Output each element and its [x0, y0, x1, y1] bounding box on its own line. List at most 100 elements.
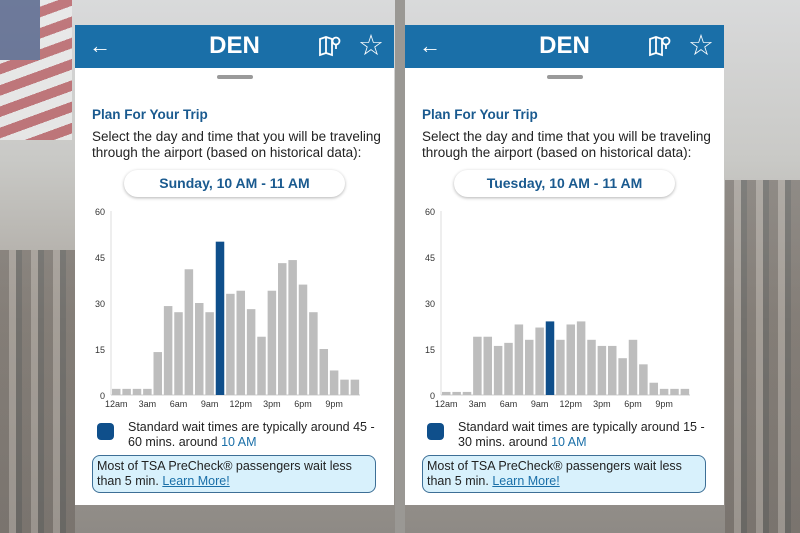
precheck-notice: Most of TSA PreCheck® passengers wait le…	[422, 455, 706, 493]
y-tick-label: 15	[425, 345, 435, 355]
bar	[576, 321, 586, 395]
bar	[659, 388, 669, 395]
bar	[246, 309, 256, 395]
y-tick-label: 0	[430, 391, 435, 401]
bar	[473, 336, 482, 395]
x-tick-label: 12am	[105, 399, 128, 409]
x-tick-label: 9am	[201, 399, 219, 409]
background-divider	[395, 0, 405, 533]
bar	[566, 324, 576, 395]
bar	[670, 388, 679, 395]
wait-time-chart: 0 15 30 45 60 12am 3am 6am 9am 12pm 3pm 6pm 9pm	[425, 207, 690, 409]
bar	[442, 391, 451, 395]
bar	[628, 339, 638, 395]
bar	[493, 345, 503, 395]
bar	[267, 290, 277, 395]
bar	[618, 358, 627, 395]
bar	[452, 391, 461, 395]
bar	[143, 388, 152, 395]
learn-more-link[interactable]: Learn More!	[492, 474, 560, 488]
bar-selected	[545, 321, 555, 395]
bar	[639, 364, 648, 395]
bar	[112, 388, 121, 395]
bar	[514, 324, 524, 395]
background-crowd	[725, 180, 800, 533]
day-time-selector[interactable]: Sunday, 10 AM - 11 AM	[124, 170, 345, 197]
description-text: Select the day and time that you will be…	[92, 129, 381, 160]
y-tick-label: 45	[95, 253, 105, 263]
bar	[122, 388, 131, 395]
bar	[525, 339, 534, 395]
bar	[556, 339, 565, 395]
bar	[597, 345, 607, 395]
bar	[680, 388, 690, 395]
description-text: Select the day and time that you will be…	[422, 129, 711, 160]
bar	[163, 306, 173, 395]
bar	[132, 388, 142, 395]
drag-handle[interactable]	[216, 75, 253, 79]
star-outline-icon[interactable]: ☆	[358, 30, 384, 62]
bar-selected	[215, 241, 225, 395]
bar	[587, 339, 596, 395]
precheck-text: Most of TSA PreCheck® passengers wait le…	[97, 459, 352, 488]
y-tick-label: 30	[425, 299, 435, 309]
wait-time-chart: 0 15 30 45 60 12am 3am 6am 9am 12pm 3pm 6pm 9pm	[95, 207, 360, 409]
map-pin-icon[interactable]	[648, 34, 672, 63]
x-tick-label: 3pm	[593, 399, 611, 409]
background-crowd	[0, 250, 75, 533]
y-tick-label: 45	[425, 253, 435, 263]
bar	[257, 336, 266, 395]
arrow-left-icon[interactable]: ←	[419, 33, 441, 58]
y-tick-label: 0	[100, 391, 105, 401]
section-title: Plan For Your Trip	[92, 107, 208, 122]
x-tick-label: 3am	[469, 399, 487, 409]
precheck-notice: Most of TSA PreCheck® passengers wait le…	[92, 455, 376, 493]
bar	[153, 352, 163, 395]
y-tick-label: 15	[95, 345, 105, 355]
legend-highlight: 10 AM	[551, 435, 587, 449]
airport-code-title: DEN	[539, 32, 590, 59]
x-tick-label: 12am	[435, 399, 458, 409]
learn-more-link[interactable]: Learn More!	[162, 474, 230, 488]
bar	[288, 260, 297, 395]
x-tick-label: 6am	[170, 399, 188, 409]
x-tick-label: 3am	[139, 399, 157, 409]
drag-handle[interactable]	[546, 75, 583, 79]
x-tick-label: 12pm	[229, 399, 252, 409]
bar	[174, 312, 183, 395]
background-flag	[0, 0, 72, 140]
bar	[608, 345, 617, 395]
bar	[205, 312, 214, 395]
bar	[340, 379, 349, 395]
x-tick-label: 3pm	[263, 399, 281, 409]
bar	[483, 336, 493, 395]
x-tick-label: 6pm	[624, 399, 642, 409]
x-tick-label: 9am	[531, 399, 549, 409]
bar	[278, 263, 287, 395]
bar	[504, 342, 513, 395]
bar	[319, 349, 329, 395]
bar	[462, 391, 472, 395]
bar	[350, 379, 360, 395]
legend-highlight: 10 AM	[221, 435, 257, 449]
arrow-left-icon[interactable]: ←	[89, 33, 111, 58]
x-tick-label: 9pm	[325, 399, 343, 409]
bar	[298, 284, 308, 395]
phone-screen: ← DEN ☆ Plan For Your Trip Select the da…	[405, 25, 724, 505]
map-pin-icon[interactable]	[318, 34, 342, 63]
star-outline-icon[interactable]: ☆	[688, 30, 714, 62]
bar	[535, 327, 544, 395]
app-header: ← DEN ☆	[405, 25, 724, 68]
bar	[226, 293, 235, 395]
bar	[184, 269, 194, 395]
legend-swatch	[97, 423, 114, 440]
x-tick-label: 12pm	[559, 399, 582, 409]
x-tick-label: 6am	[500, 399, 518, 409]
day-time-selector[interactable]: Tuesday, 10 AM - 11 AM	[454, 170, 675, 197]
bar	[309, 312, 318, 395]
bar	[649, 382, 659, 395]
bar	[195, 303, 204, 395]
airport-code-title: DEN	[209, 32, 260, 59]
app-header: ← DEN ☆	[75, 25, 394, 68]
precheck-text: Most of TSA PreCheck® passengers wait le…	[427, 459, 682, 488]
